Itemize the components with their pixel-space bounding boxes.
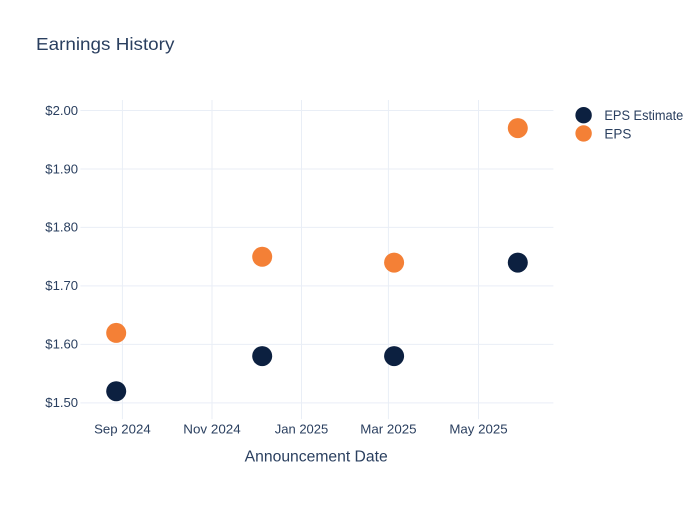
svg-text:Sep 2024: Sep 2024 [94,421,151,436]
svg-text:$1.80: $1.80 [45,221,78,235]
svg-text:EPS: EPS [604,126,631,141]
svg-text:$1.60: $1.60 [45,338,78,352]
svg-text:Earnings History: Earnings History [36,34,175,54]
svg-text:Nov 2024: Nov 2024 [183,421,240,436]
svg-text:EPS Estimate: EPS Estimate [604,108,683,123]
svg-text:$1.70: $1.70 [45,279,78,293]
svg-text:May 2025: May 2025 [449,421,507,436]
svg-text:Jan 2025: Jan 2025 [275,421,329,436]
svg-text:$1.90: $1.90 [45,162,78,176]
svg-text:$1.50: $1.50 [45,396,78,410]
svg-text:Announcement Date: Announcement Date [245,448,388,465]
svg-text:$2.00: $2.00 [45,104,78,118]
svg-text:Mar 2025: Mar 2025 [360,421,416,436]
